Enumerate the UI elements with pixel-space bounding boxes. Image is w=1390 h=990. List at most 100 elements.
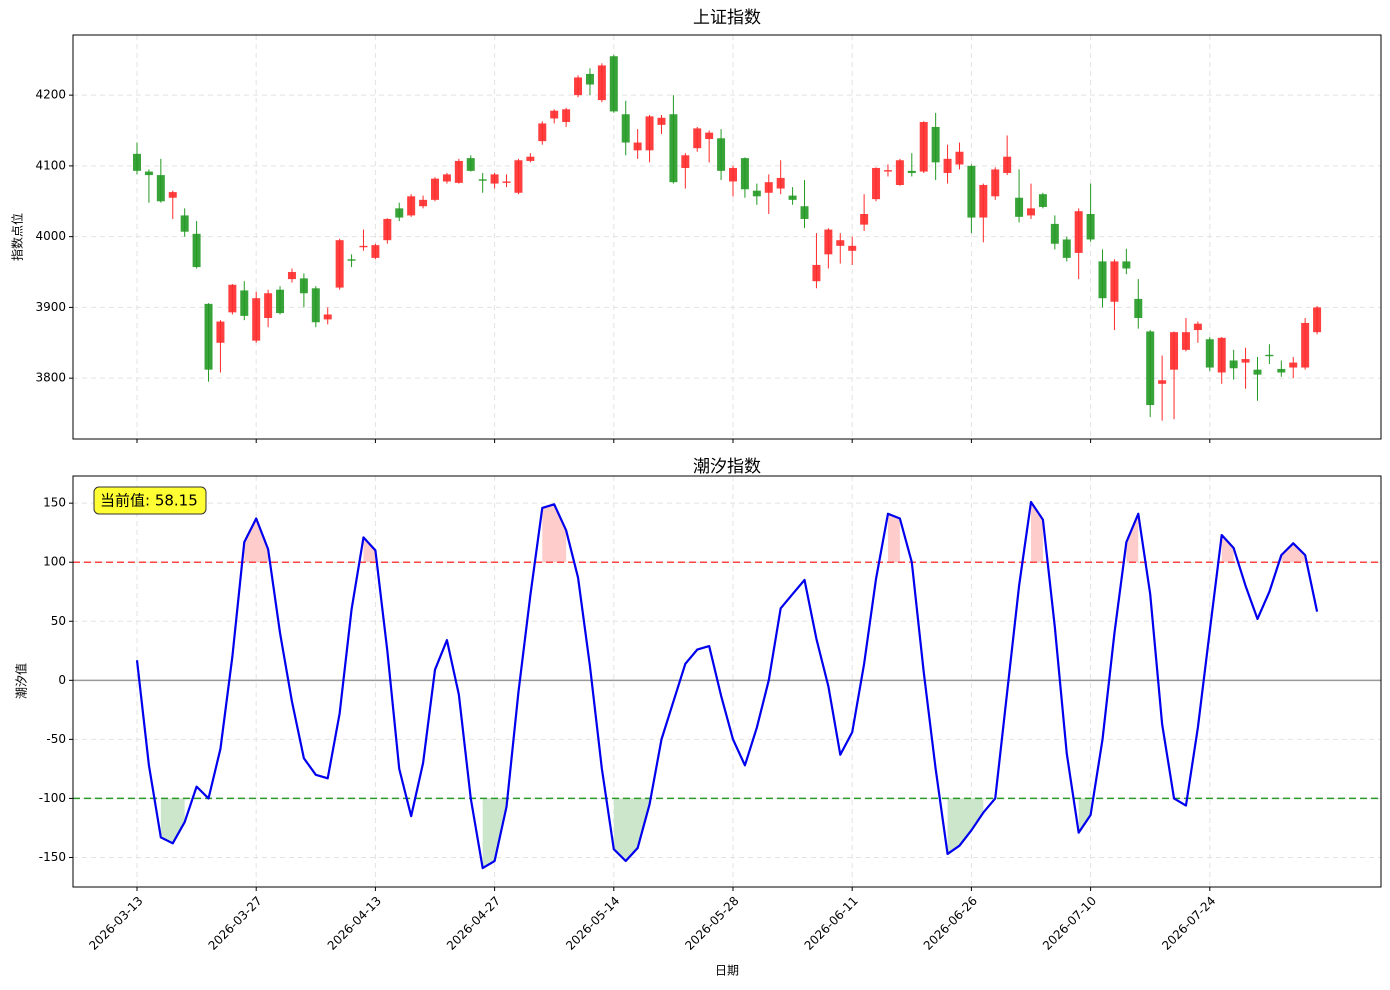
- candle-body: [1265, 354, 1274, 357]
- candle-body: [359, 245, 368, 248]
- candle-body: [1003, 156, 1012, 173]
- candle-body: [657, 117, 666, 125]
- candle-body: [335, 240, 344, 288]
- y-tick-label: 100: [43, 555, 66, 569]
- fill-above: [1281, 543, 1306, 563]
- candle-body: [1146, 331, 1155, 406]
- y-tick-label: 4100: [35, 158, 66, 172]
- candle-body: [693, 128, 702, 149]
- candle-body: [192, 233, 201, 268]
- candle-body: [419, 199, 428, 207]
- candle-body: [1110, 261, 1119, 302]
- candle-body: [1134, 298, 1143, 319]
- candle-body: [1193, 323, 1202, 331]
- candle-body: [669, 114, 678, 183]
- candle-body: [872, 168, 881, 200]
- fill-above: [244, 518, 269, 563]
- candle-body: [276, 289, 285, 314]
- fill-above: [887, 513, 900, 563]
- y-tick-label: -150: [39, 850, 66, 864]
- candle-body: [621, 114, 630, 143]
- candle-body: [729, 168, 737, 182]
- candle-body: [156, 175, 165, 202]
- candle-body: [371, 245, 380, 258]
- plot-frame: [72, 34, 1382, 440]
- candle-body: [526, 156, 535, 161]
- candle-body: [133, 153, 141, 171]
- fill-below: [613, 798, 650, 862]
- candle-body: [383, 218, 392, 241]
- candle-body: [1074, 211, 1083, 253]
- candle-body: [1122, 261, 1131, 269]
- candle-body: [943, 158, 952, 173]
- tide-line: [135, 500, 1319, 870]
- candle-body: [1038, 194, 1047, 207]
- y-tick-label: 0: [58, 673, 66, 687]
- candle-body: [454, 160, 463, 183]
- candle-body: [562, 109, 571, 123]
- chart-title: 潮汐指数: [693, 457, 761, 477]
- y-tick-label: -100: [39, 791, 66, 805]
- fill-below: [482, 798, 507, 869]
- y-axis-label: 潮汐值: [14, 663, 29, 699]
- candle-body: [323, 314, 332, 320]
- candle-body: [1158, 380, 1167, 384]
- candle-body: [574, 77, 583, 96]
- candle-body: [967, 165, 976, 218]
- fill-above: [363, 537, 376, 563]
- y-tick-label: -50: [46, 732, 66, 746]
- candle-body: [490, 174, 499, 184]
- y-tick-label: 3900: [35, 300, 66, 314]
- candle-body: [800, 206, 809, 219]
- candle-body: [240, 290, 249, 316]
- candle-body: [407, 196, 416, 216]
- candle-body: [776, 177, 785, 189]
- candle-body: [1313, 307, 1322, 333]
- candle-body: [836, 240, 845, 246]
- candle-body: [264, 293, 273, 319]
- candle-body: [466, 158, 475, 171]
- candle-body: [824, 229, 833, 255]
- candle-body: [991, 169, 1000, 197]
- y-tick-label: 4200: [35, 88, 66, 102]
- plot-frame: [72, 475, 1382, 888]
- candle-body: [478, 179, 487, 181]
- candle-body: [228, 284, 237, 313]
- candle-body: [216, 321, 225, 343]
- candle-body: [681, 155, 690, 169]
- candle-body: [287, 272, 296, 280]
- candle-body: [1062, 239, 1071, 258]
- candle-body: [812, 264, 821, 282]
- candle-body: [299, 278, 308, 294]
- y-tick-label: 4000: [35, 229, 66, 243]
- candle-body: [1098, 261, 1107, 299]
- candle-body: [883, 170, 892, 172]
- candle-body: [895, 160, 904, 185]
- candle-body: [597, 65, 606, 101]
- chart-title: 上证指数: [693, 8, 761, 28]
- y-axis-label: 指数点位: [10, 213, 25, 261]
- candle-body: [1050, 223, 1059, 244]
- candle-body: [1289, 362, 1298, 368]
- candle-body: [431, 178, 439, 200]
- annotation-box: [93, 486, 207, 515]
- candle-body: [1086, 214, 1095, 240]
- y-tick-label: 150: [43, 496, 66, 510]
- candle-body: [609, 56, 618, 112]
- annotation: 当前值: 58.15: [100, 492, 198, 510]
- candle-body: [144, 171, 153, 176]
- candle-body: [752, 190, 761, 197]
- candle-body: [860, 214, 869, 225]
- candle-body: [740, 158, 749, 190]
- candle-body: [1241, 359, 1250, 363]
- x-axis-label: 日期: [715, 964, 739, 978]
- candle-body: [502, 181, 511, 183]
- candle-body: [1170, 332, 1179, 370]
- candle-body: [1277, 368, 1286, 373]
- candle-body: [979, 184, 988, 218]
- candle-body: [1301, 322, 1310, 368]
- candle-body: [1181, 332, 1190, 350]
- y-tick-label: 3800: [35, 371, 66, 385]
- candle-body: [180, 215, 189, 232]
